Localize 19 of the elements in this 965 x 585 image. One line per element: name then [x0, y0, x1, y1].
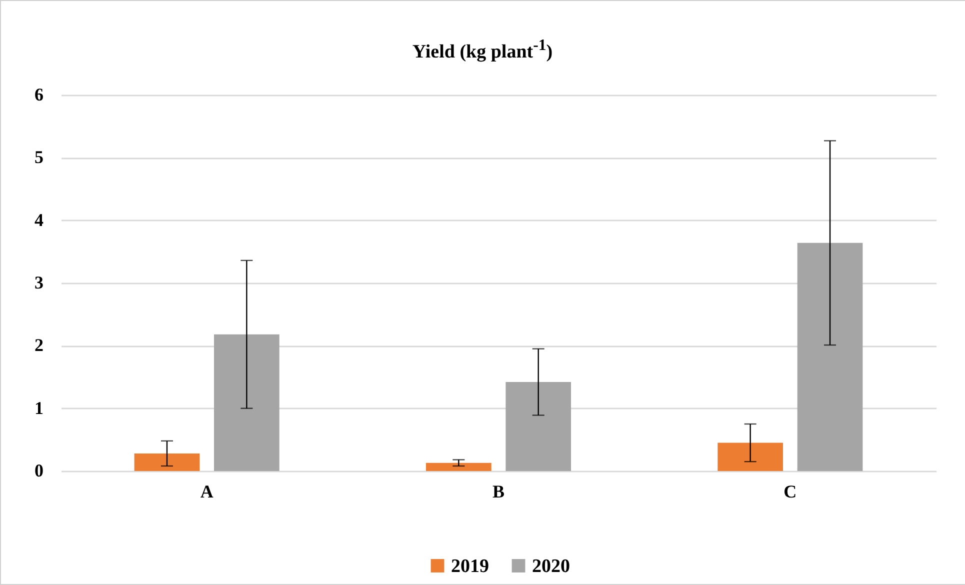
legend-label: 2020 — [532, 556, 570, 577]
y-tick-label: 5 — [34, 147, 44, 168]
x-tick-label: A — [200, 482, 214, 502]
y-tick-label: 1 — [34, 398, 44, 418]
bar — [506, 382, 572, 471]
x-tick-label: B — [492, 482, 505, 502]
bar — [214, 334, 280, 471]
y-tick-label: 0 — [34, 460, 44, 480]
x-tick-label: C — [784, 482, 797, 502]
bar — [134, 453, 200, 471]
bar — [718, 442, 783, 471]
chart-title: Yield (kg plant$^{-1}$) — [411, 37, 554, 64]
y-tick-label: 3 — [34, 272, 44, 292]
legend-label: 2019 — [451, 556, 489, 577]
bar — [426, 462, 492, 471]
bar — [797, 242, 863, 471]
y-tick-label: 6 — [34, 84, 44, 104]
y-tick-label: 2 — [34, 335, 44, 356]
y-tick-label: 4 — [34, 210, 44, 230]
